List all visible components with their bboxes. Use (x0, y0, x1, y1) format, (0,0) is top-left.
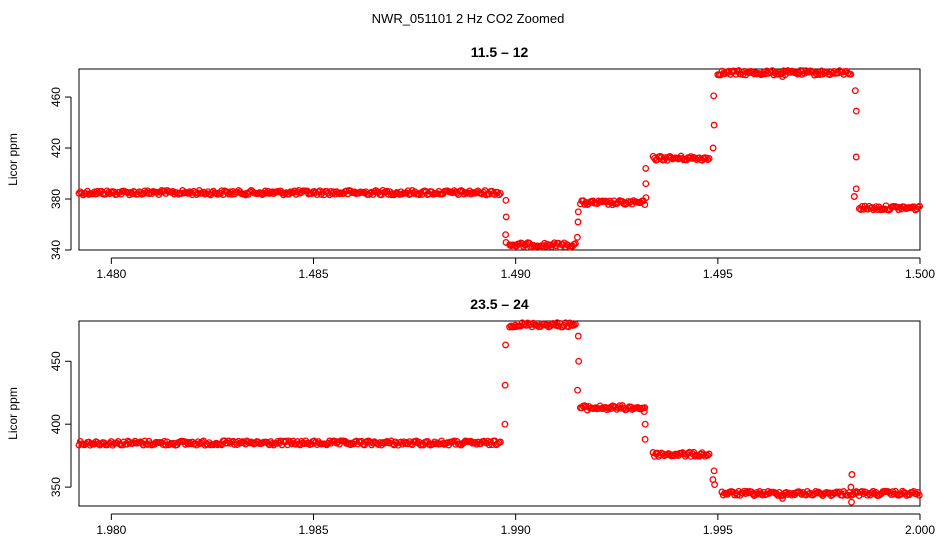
x-tick-label: 1.990 (501, 523, 531, 537)
data-point (641, 435, 649, 443)
data-point (502, 196, 510, 204)
data-point (456, 440, 464, 448)
y-tick-label: 380 (49, 189, 63, 209)
data-point (501, 381, 509, 389)
data-point (282, 437, 290, 445)
data-point (571, 240, 579, 248)
data-point (850, 193, 858, 200)
data-point (851, 87, 859, 95)
data-point (847, 483, 855, 491)
data-points (75, 319, 923, 506)
data-point (573, 233, 581, 241)
panel-bottom: 23.5 – 24 Licor ppm 1.980 1.985 1.990 1.995 2.… (6, 296, 935, 537)
data-point (244, 438, 252, 446)
data-point (502, 231, 510, 239)
data-point (460, 190, 468, 198)
x-axis: 1.480 1.485 1.490 1.495 1.500 (96, 257, 935, 281)
data-points (75, 67, 924, 251)
data-point (574, 208, 582, 216)
panel-title: 11.5 – 12 (471, 44, 529, 60)
x-tick-label: 1.995 (703, 523, 733, 537)
data-point (641, 404, 649, 412)
x-tick-label: 1.480 (96, 267, 126, 281)
y-axis-label: Licor ppm (6, 133, 20, 186)
data-point (502, 341, 510, 349)
data-point (450, 437, 458, 445)
data-point (502, 213, 510, 221)
data-point (496, 189, 504, 197)
data-point (502, 238, 510, 246)
data-point (641, 201, 649, 209)
data-point (852, 153, 860, 161)
data-point (709, 144, 717, 152)
data-point (743, 488, 751, 495)
data-point (642, 194, 650, 202)
data-point (642, 164, 650, 172)
data-point (571, 320, 579, 328)
data-point (495, 191, 503, 199)
data-point (812, 488, 820, 495)
data-point (704, 451, 712, 459)
data-point (387, 191, 395, 199)
page-title: NWR_051101 2 Hz CO2 Zoomed (372, 11, 565, 26)
data-point (779, 494, 786, 502)
x-tick-label: 1.985 (298, 523, 328, 537)
x-tick-label: 1.980 (96, 523, 126, 537)
y-tick-label: 460 (49, 87, 63, 107)
x-tick-label: 2.000 (905, 523, 935, 537)
data-point (812, 69, 820, 77)
y-tick-label: 340 (49, 240, 63, 260)
data-point (173, 189, 181, 197)
x-tick-label: 1.500 (905, 267, 935, 281)
data-point (848, 498, 855, 506)
data-point (642, 180, 650, 188)
x-tick-label: 1.495 (703, 267, 733, 281)
data-point (705, 155, 713, 162)
data-point (93, 187, 101, 195)
data-point (710, 92, 718, 100)
data-point (704, 156, 712, 164)
data-point (868, 489, 876, 497)
y-tick-label: 350 (49, 477, 63, 497)
data-point (915, 491, 923, 499)
y-tick-label: 420 (49, 138, 63, 158)
x-tick-label: 1.485 (298, 267, 328, 281)
y-axis: 350 400 450 (49, 351, 72, 497)
plot-frame (78, 320, 921, 507)
data-point (574, 332, 582, 340)
data-point (501, 420, 509, 428)
data-point (640, 408, 648, 416)
x-axis: 1.980 1.985 1.990 1.995 2.000 (96, 513, 935, 537)
data-point (710, 121, 718, 129)
data-point (705, 450, 713, 458)
data-point (852, 185, 860, 193)
data-point (710, 467, 718, 475)
data-point (496, 438, 504, 446)
data-point (848, 471, 856, 478)
data-point (852, 107, 860, 115)
y-axis: 340 380 420 460 (49, 87, 72, 260)
data-point (391, 190, 399, 198)
data-point (574, 218, 582, 226)
data-point (779, 73, 786, 81)
x-tick-label: 1.490 (501, 267, 531, 281)
data-point (575, 357, 583, 365)
y-tick-label: 400 (49, 414, 63, 434)
data-point (268, 440, 276, 447)
data-point (711, 481, 719, 489)
data-point (847, 70, 855, 78)
plot-frame (78, 68, 921, 251)
data-point (641, 420, 649, 428)
data-point (574, 386, 582, 394)
panel-title: 23.5 – 24 (470, 296, 529, 312)
data-point (916, 202, 924, 210)
data-point (467, 190, 475, 198)
y-axis-label: Licor ppm (6, 387, 20, 440)
data-point (383, 187, 391, 195)
data-point (160, 437, 168, 445)
y-tick-label: 450 (49, 351, 63, 371)
